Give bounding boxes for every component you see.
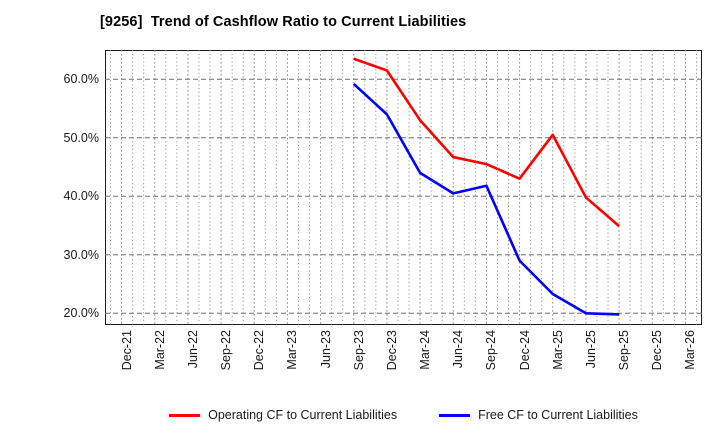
x-axis-tick-label: Jun-23 — [318, 330, 333, 369]
data-series — [352, 57, 620, 316]
series-line — [353, 57, 620, 228]
x-axis-tick-label: Jun-25 — [583, 330, 598, 369]
y-axis-labels: 20.0% 30.0% 40.0% 50.0% 60.0% — [33, 50, 99, 325]
x-axis-tick-label: Dec-21 — [119, 330, 134, 371]
x-axis-tick-label: Sep-24 — [484, 330, 499, 371]
chart-legend: Operating CF to Current Liabilities Free … — [105, 404, 702, 426]
x-axis-tick-label: Sep-25 — [617, 330, 632, 371]
x-axis-tick-label: Jun-22 — [185, 330, 200, 369]
page-title: [9256] Trend of Cashflow Ratio to Curren… — [100, 14, 467, 30]
legend-label: Free CF to Current Liabilities — [478, 408, 638, 422]
x-axis-tick-label: Dec-24 — [517, 330, 532, 371]
x-axis-tick-label: Dec-23 — [384, 330, 399, 371]
line-swatch-blue — [439, 413, 471, 417]
x-axis-tick-label: Mar-23 — [285, 330, 300, 370]
x-axis-tick-label: Mar-22 — [152, 330, 167, 370]
x-axis-tick-label: Dec-25 — [650, 330, 665, 371]
x-axis-tick-label: Mar-25 — [550, 330, 565, 370]
series-line — [352, 82, 620, 316]
y-axis-tick-label: 30.0% — [63, 247, 99, 262]
line-swatch-red — [169, 413, 201, 417]
x-axis-tick-label: Sep-23 — [351, 330, 366, 371]
x-axis-tick-label: Mar-24 — [418, 330, 433, 370]
x-axis-tick-label: Jun-24 — [451, 330, 466, 369]
y-axis-tick-label: 60.0% — [63, 72, 99, 87]
y-axis-tick-label: 50.0% — [63, 130, 99, 145]
x-axis-tick-label: Sep-22 — [219, 330, 234, 371]
legend-entry[interactable]: Free CF to Current Liabilities — [439, 408, 638, 422]
legend-entry[interactable]: Operating CF to Current Liabilities — [169, 408, 397, 422]
y-axis-tick-label: 40.0% — [63, 189, 99, 204]
x-axis-labels: Dec-21 Mar-22 Jun-22 Sep-22 Dec-22 Mar-23 Jun-… — [105, 330, 702, 390]
grid-lines — [105, 50, 702, 325]
legend-label: Operating CF to Current Liabilities — [208, 408, 398, 422]
y-axis-tick-label: 20.0% — [63, 306, 99, 321]
plot-area — [105, 50, 702, 325]
x-axis-tick-label: Mar-26 — [683, 330, 698, 370]
x-axis-tick-label: Dec-22 — [252, 330, 267, 371]
